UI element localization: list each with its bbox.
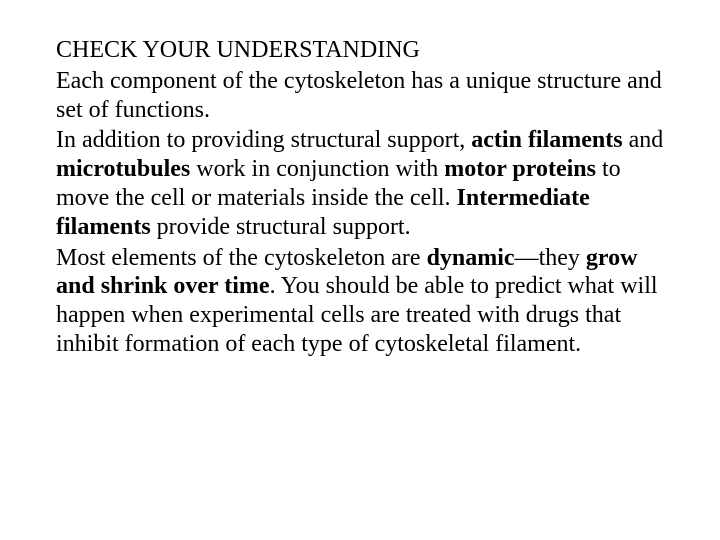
text-run: work in conjunction with — [190, 156, 444, 182]
text-run: Each component of the cytoskeleton has a… — [56, 68, 662, 123]
bold-dynamic: dynamic — [427, 245, 515, 271]
text-run: and — [623, 127, 664, 153]
text-run: Most elements of the cytoskeleton are — [56, 245, 427, 271]
bold-microtubules: microtubules — [56, 156, 190, 182]
text-run: —they — [515, 245, 586, 271]
slide-title: CHECK YOUR UNDERSTANDING — [56, 36, 664, 65]
slide-body: CHECK YOUR UNDERSTANDING Each component … — [0, 0, 720, 540]
bold-actin-filaments: actin filaments — [471, 127, 622, 153]
text-run: provide structural support. — [151, 214, 411, 240]
paragraph-1: Each component of the cytoskeleton has a… — [56, 67, 664, 125]
text-run: In addition to providing structural supp… — [56, 127, 471, 153]
bold-motor-proteins: motor proteins — [444, 156, 596, 182]
paragraph-3: Most elements of the cytoskeleton are dy… — [56, 244, 664, 359]
paragraph-2: In addition to providing structural supp… — [56, 126, 664, 241]
